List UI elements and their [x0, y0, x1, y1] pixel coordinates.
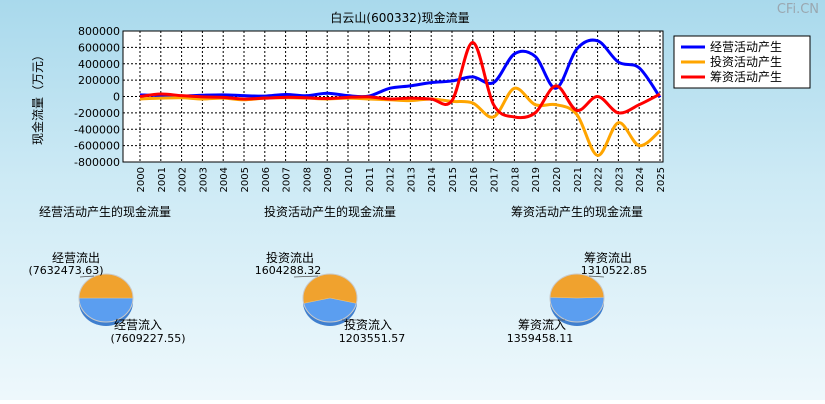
- chart-title: 白云山(600332)现金流量: [330, 10, 469, 25]
- x-tick-label: 2008: [302, 167, 313, 192]
- x-tick-label: 2023: [614, 167, 625, 192]
- y-tick-label: -600000: [74, 140, 120, 153]
- series-line-1: [139, 38, 662, 99]
- x-tick-label: 2011: [365, 167, 376, 192]
- pie-value-label: (7632473.63): [28, 264, 103, 277]
- pie-label: 筹资流入: [518, 318, 566, 332]
- x-tick-label: 2004: [219, 167, 230, 192]
- pie-label: 投资流入: [344, 317, 392, 332]
- y-tick-label: 400000: [78, 58, 120, 71]
- pie-title: 投资活动产生的现金流量: [264, 204, 396, 219]
- x-tick-label: 2014: [427, 167, 438, 192]
- pie-value-label: 1604288.32: [255, 264, 321, 277]
- x-tick-label: 2017: [490, 167, 501, 192]
- x-tick-label: 2015: [448, 167, 459, 192]
- watermark: CFi.CN: [776, 2, 819, 17]
- x-tick-label: 2005: [240, 167, 251, 192]
- pie-slice-经营流出: [78, 273, 134, 299]
- pie-value-label: (7609227.55): [110, 332, 185, 345]
- y-tick-label: -400000: [74, 123, 120, 136]
- x-tick-label: 2000: [136, 167, 147, 192]
- pie-slice-筹资流出: [549, 273, 605, 299]
- x-tick-label: 2001: [157, 167, 168, 192]
- y-axis-label: 现金流量（万元）: [30, 49, 45, 145]
- x-tick-label: 2025: [656, 167, 667, 192]
- x-tick-label: 2012: [386, 167, 397, 192]
- x-tick-label: 2024: [635, 167, 646, 192]
- pie-rim: [78, 273, 134, 323]
- pie-title: 筹资活动产生的现金流量: [511, 204, 643, 219]
- pie-label: 经营流入: [114, 318, 162, 332]
- x-tick-label: 2021: [573, 167, 584, 192]
- pie-rim: [302, 273, 358, 323]
- y-tick-label: -800000: [74, 156, 120, 169]
- pie-value-label: 1359458.11: [507, 332, 573, 345]
- x-tick-label: 2010: [344, 167, 355, 192]
- pie-label: 经营流出: [52, 251, 100, 265]
- pie-leader: [588, 275, 605, 278]
- x-tick-label: 2009: [323, 167, 334, 192]
- x-tick-label: 2020: [552, 167, 563, 192]
- pie-title: 经营活动产生的现金流量: [39, 204, 171, 219]
- pie-value-label: 1310522.85: [581, 264, 647, 277]
- legend-label: 筹资活动产生: [710, 70, 782, 84]
- series-line-3: [139, 40, 661, 120]
- pie-rim: [549, 273, 605, 323]
- legend-label: 经营活动产生: [710, 40, 782, 54]
- pie-label: 投资流出: [266, 250, 314, 265]
- x-tick-label: 2006: [261, 167, 272, 192]
- pie-value-label: 1203551.57: [339, 332, 405, 345]
- x-tick-label: 2003: [198, 167, 209, 192]
- y-tick-label: 0: [113, 91, 120, 104]
- x-tick-label: 2016: [469, 167, 480, 192]
- x-tick-label: 2022: [594, 167, 605, 192]
- y-tick-label: 800000: [78, 25, 120, 38]
- y-tick-label: 600000: [78, 41, 120, 54]
- y-tick-label: -200000: [74, 107, 120, 120]
- pie-leader: [79, 275, 95, 278]
- x-tick-label: 2018: [510, 167, 521, 192]
- pie-label: 筹资流出: [584, 251, 632, 265]
- x-tick-label: 2013: [406, 167, 417, 192]
- x-tick-label: 2002: [178, 167, 189, 192]
- legend-label: 投资活动产生: [710, 54, 782, 69]
- y-tick-label: 200000: [78, 74, 120, 87]
- x-tick-label: 2019: [531, 167, 542, 192]
- pie-leader: [293, 275, 319, 278]
- x-tick-label: 2007: [282, 167, 293, 192]
